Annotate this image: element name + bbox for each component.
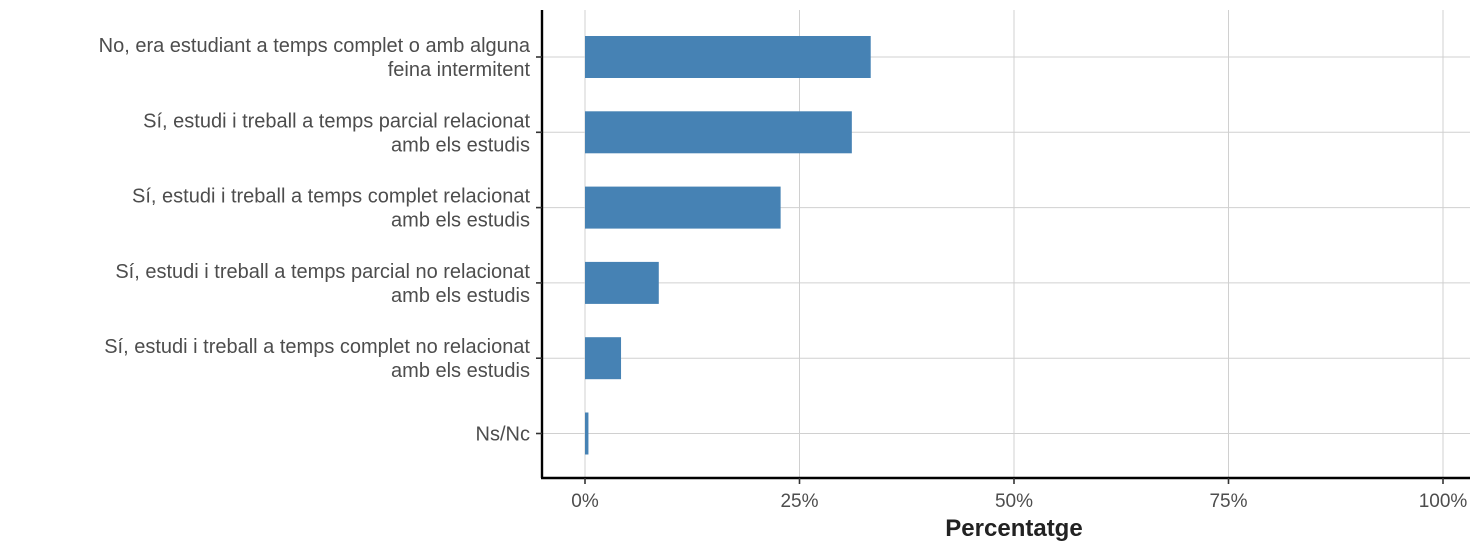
- x-tick-label: 0%: [571, 491, 599, 512]
- category-label: Ns/Nc: [476, 424, 530, 446]
- x-tick-label: 100%: [1419, 491, 1468, 512]
- x-tick-label: 50%: [995, 491, 1033, 512]
- category-label: Sí, estudi i treball a temps complet rel…: [132, 186, 530, 232]
- bar: [585, 187, 781, 229]
- bar: [585, 337, 621, 379]
- bar: [585, 36, 871, 78]
- category-label-line: amb els estudis: [391, 360, 530, 382]
- bar: [585, 413, 588, 455]
- category-label-line: Sí, estudi i treball a temps complet rel…: [132, 186, 530, 208]
- category-label: Sí, estudi i treball a temps complet no …: [104, 336, 530, 382]
- category-label-line: Ns/Nc: [476, 424, 530, 446]
- category-label-line: amb els estudis: [391, 134, 530, 156]
- category-label-line: feina intermitent: [388, 59, 531, 81]
- category-labels: No, era estudiant a temps complet o amb …: [99, 35, 531, 446]
- grid-lines: [542, 10, 1470, 478]
- category-label-line: No, era estudiant a temps complet o amb …: [99, 35, 531, 57]
- x-tick-label: 75%: [1209, 491, 1247, 512]
- category-label-line: amb els estudis: [391, 285, 530, 307]
- x-axis-title: Percentatge: [945, 515, 1082, 542]
- bar: [585, 111, 852, 153]
- category-label-line: amb els estudis: [391, 210, 530, 232]
- bar: [585, 262, 659, 304]
- category-label-line: Sí, estudi i treball a temps parcial rel…: [143, 110, 530, 132]
- bars: [585, 36, 871, 455]
- category-label: Sí, estudi i treball a temps parcial no …: [115, 261, 530, 307]
- category-label-line: Sí, estudi i treball a temps parcial no …: [115, 261, 530, 283]
- x-tick-label: 25%: [780, 491, 818, 512]
- category-label-line: Sí, estudi i treball a temps complet no …: [104, 336, 530, 358]
- category-label: Sí, estudi i treball a temps parcial rel…: [143, 110, 530, 156]
- category-label: No, era estudiant a temps complet o amb …: [99, 35, 531, 81]
